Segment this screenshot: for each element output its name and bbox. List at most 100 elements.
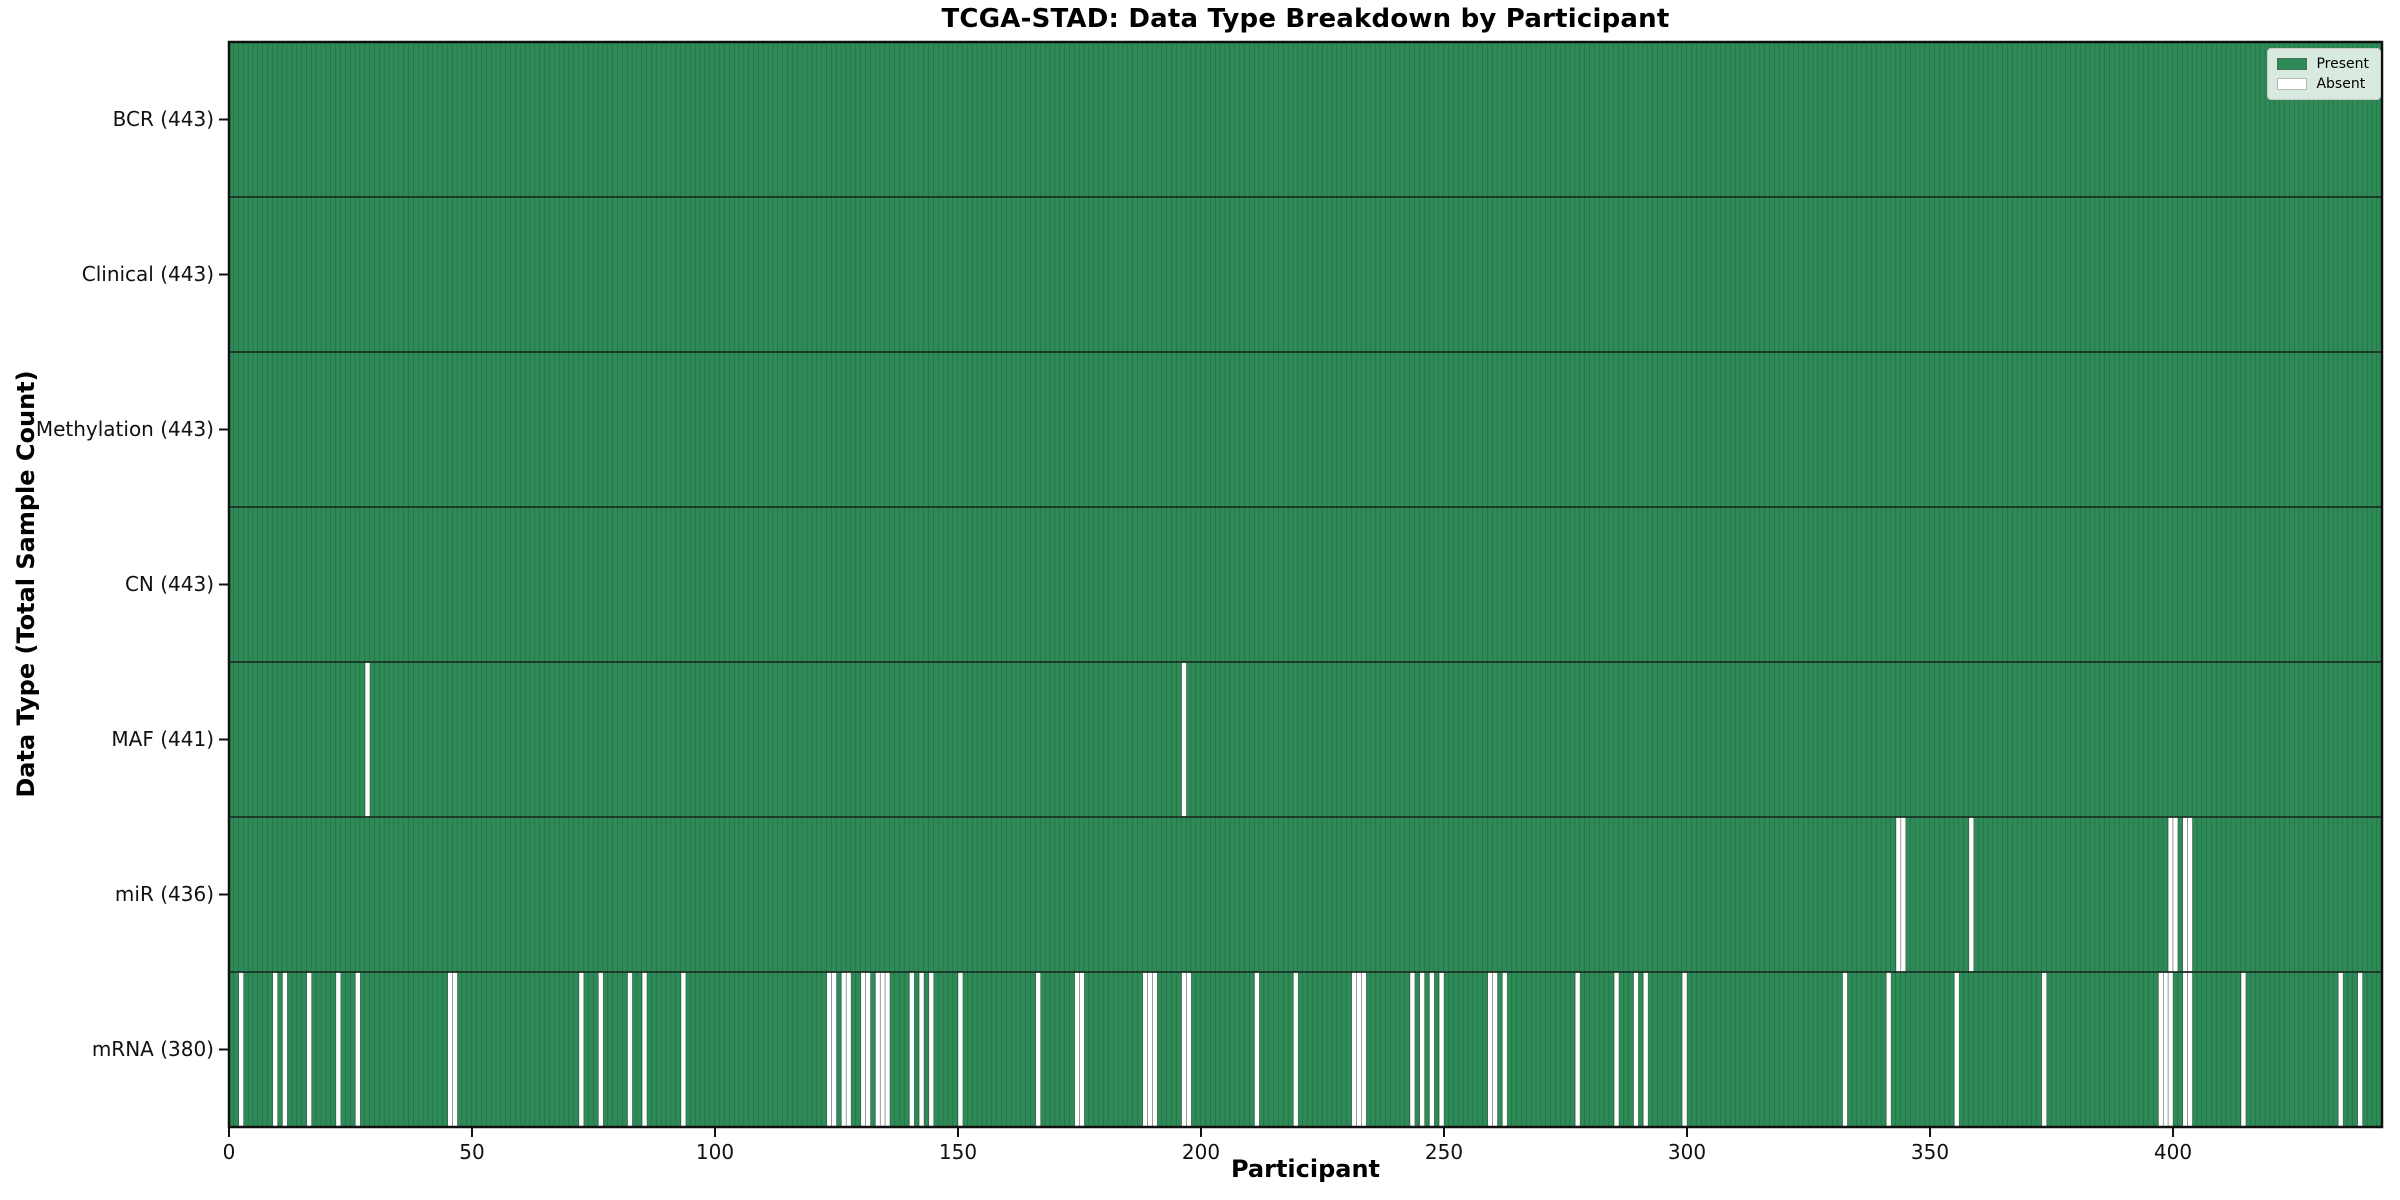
absent-cell [1900, 817, 1907, 972]
absent-cell [282, 972, 288, 1127]
absent-cell [1842, 972, 1848, 1127]
absent-cell [272, 972, 278, 1127]
absent-cell [1409, 972, 1416, 1127]
absent-cell [238, 972, 244, 1127]
absent-cell [2187, 972, 2193, 1127]
absent-cell [2182, 972, 2188, 1127]
x-tick-label: 200 [1181, 1140, 1221, 1164]
absent-cell [1035, 972, 1041, 1127]
absent-cell [1642, 972, 1649, 1127]
x-tick-label: 150 [938, 1140, 978, 1164]
absent-cell [1487, 972, 1493, 1127]
absent-cell [2167, 972, 2174, 1127]
absent-cell [1254, 972, 1260, 1127]
absent-cell [2158, 972, 2164, 1127]
absent-cell [2172, 817, 2179, 972]
absent-cell [875, 972, 881, 1127]
chart-title: TCGA-STAD: Data Type Breakdown by Partic… [941, 4, 1670, 34]
absent-cell [1181, 972, 1187, 1127]
absent-cell [2187, 817, 2193, 972]
legend-label: Present [2316, 56, 2369, 72]
absent-cell [826, 972, 832, 1127]
absent-cell [2240, 972, 2247, 1127]
y-tick-label-methylation: Methylation (443) [35, 416, 214, 441]
absent-cell [1438, 972, 1445, 1127]
absent-cell [1361, 972, 1367, 1127]
absent-cell [957, 972, 964, 1127]
absent-cell [1079, 972, 1085, 1127]
x-tick-label: 350 [1910, 1140, 1950, 1164]
y-tick-label-cn: CN (443) [124, 571, 214, 596]
x-tick-label: 400 [2153, 1140, 2193, 1164]
legend-entry-absent: Absent [2277, 77, 2369, 91]
absent-cell [578, 972, 585, 1127]
absent-cell [364, 662, 371, 817]
absent-cell [1633, 972, 1639, 1127]
absent-cell [1574, 972, 1581, 1127]
y-tick-label-clinical: Clinical (443) [81, 261, 214, 286]
absent-cell [845, 972, 852, 1127]
absent-cell [1429, 972, 1435, 1127]
y-tick-label-maf: MAF (441) [111, 726, 214, 751]
absent-cell [1074, 972, 1080, 1127]
x-tick-label: 300 [1667, 1140, 1707, 1164]
absent-cell [1147, 972, 1153, 1127]
absent-cell [1681, 972, 1688, 1127]
absent-cell [865, 972, 871, 1127]
legend-label: Absent [2316, 76, 2366, 92]
absent-cell [1885, 972, 1892, 1127]
x-axis-label: Participant [1230, 1155, 1381, 1183]
absent-cell [1142, 972, 1148, 1127]
legend-entry-present: Present [2277, 57, 2369, 71]
absent-cell [641, 972, 648, 1127]
absent-cell [2182, 817, 2188, 972]
legend-swatch-present [2277, 58, 2308, 70]
absent-cell [884, 972, 891, 1127]
absent-cell [1419, 972, 1425, 1127]
absent-cell [1895, 817, 1902, 972]
x-tick-label: 0 [222, 1140, 236, 1164]
absent-cell [1186, 972, 1192, 1127]
absent-cell [1351, 972, 1357, 1127]
absent-cell [355, 972, 361, 1127]
absent-cell [879, 972, 886, 1127]
absent-cell [2357, 972, 2363, 1127]
absent-cell [2162, 972, 2169, 1127]
absent-cell [1613, 972, 1620, 1127]
absent-cell [452, 972, 458, 1127]
absent-cell [928, 972, 935, 1127]
absent-cell [447, 972, 453, 1127]
absent-cell [831, 972, 837, 1127]
absent-cell [598, 972, 604, 1127]
absent-cell [1502, 972, 1508, 1127]
column-gridlines [229, 42, 2382, 1127]
absent-cell [680, 972, 687, 1127]
absent-cell [860, 972, 866, 1127]
absent-cell [2041, 972, 2047, 1127]
absent-cell [335, 972, 342, 1127]
y-tick-label-bcr: BCR (443) [112, 106, 214, 131]
legend-swatch-absent [2277, 78, 2308, 90]
absent-cell [627, 972, 633, 1127]
absent-cell [1181, 662, 1187, 817]
absent-cell [1492, 972, 1498, 1127]
absent-cell [306, 972, 312, 1127]
absent-cell [1293, 972, 1299, 1127]
x-tick-label: 100 [695, 1140, 735, 1164]
legend: Present Absent [2267, 48, 2381, 100]
absent-cell [2337, 972, 2344, 1127]
absent-cell [1152, 972, 1158, 1127]
y-tick-label-mrna: mRNA (380) [91, 1036, 214, 1061]
y-tick-label-mir: miR (436) [114, 881, 214, 906]
absent-cell [841, 972, 847, 1127]
absent-cell [909, 972, 915, 1127]
absent-cell [1968, 817, 1975, 972]
x-tick-label: 50 [459, 1140, 485, 1164]
absent-cell [1954, 972, 1960, 1127]
absent-cell [1356, 972, 1362, 1127]
absent-cell [918, 972, 925, 1127]
absent-cell [2167, 817, 2174, 972]
x-tick-label: 250 [1424, 1140, 1464, 1164]
